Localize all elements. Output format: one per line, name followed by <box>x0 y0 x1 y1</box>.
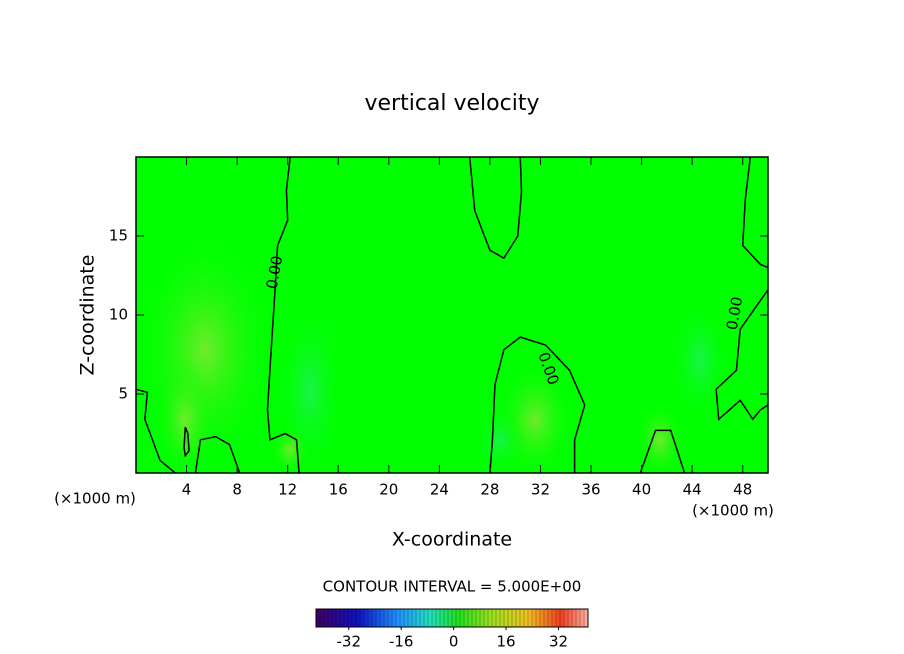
shading-blob <box>670 300 730 420</box>
y-axis-label: Z-coordinate <box>77 255 99 376</box>
colorbar-tick-label: 16 <box>497 633 516 651</box>
y-tick-label: 15 <box>109 227 128 245</box>
shading-blob <box>270 425 310 473</box>
shading-blob <box>475 405 525 473</box>
contour-interval: CONTOUR INTERVAL = 5.000E+00 <box>323 578 582 596</box>
x-unit-label: (×1000 m) <box>692 502 774 520</box>
x-tick-label: 4 <box>182 481 192 499</box>
colorbar-tick-label: 0 <box>449 633 459 651</box>
contour-line <box>741 157 768 269</box>
x-tick-label: 20 <box>379 481 398 499</box>
x-tick-label: 16 <box>329 481 348 499</box>
y-tick-label: 5 <box>118 385 128 403</box>
x-axis-label: X-coordinate <box>392 529 512 551</box>
x-tick-label: 24 <box>430 481 449 499</box>
x-tick-label: 28 <box>480 481 499 499</box>
colorbar-tick-label: -32 <box>337 633 362 651</box>
chart-title: vertical velocity <box>364 91 539 116</box>
contour-label: 0.00 <box>263 254 287 290</box>
shading-blob <box>155 360 215 473</box>
contour-line <box>639 429 686 473</box>
contour-line <box>715 289 768 421</box>
contour-line <box>183 426 190 458</box>
x-tick-label: 48 <box>733 481 752 499</box>
contour-line <box>194 435 241 473</box>
x-tick-label: 32 <box>531 481 550 499</box>
contour-lines <box>136 157 768 473</box>
x-tick-label: 12 <box>278 481 297 499</box>
x-tick-label: 8 <box>232 481 242 499</box>
colorbar-tick-label: 32 <box>549 633 568 651</box>
colorbar <box>315 608 589 628</box>
x-tick-label: 40 <box>632 481 651 499</box>
colorbar-tick-label: -16 <box>389 633 414 651</box>
contour-line <box>489 336 586 473</box>
x-tick-label: 36 <box>581 481 600 499</box>
contour-line <box>266 157 300 473</box>
y-unit-label: (×1000 m) <box>54 490 136 508</box>
y-tick-label: 10 <box>109 306 128 324</box>
contour-label: 0.00 <box>723 295 747 331</box>
contour-line <box>136 388 176 473</box>
shading <box>136 230 730 473</box>
contour-line <box>468 157 523 260</box>
x-tick-label: 44 <box>683 481 702 499</box>
